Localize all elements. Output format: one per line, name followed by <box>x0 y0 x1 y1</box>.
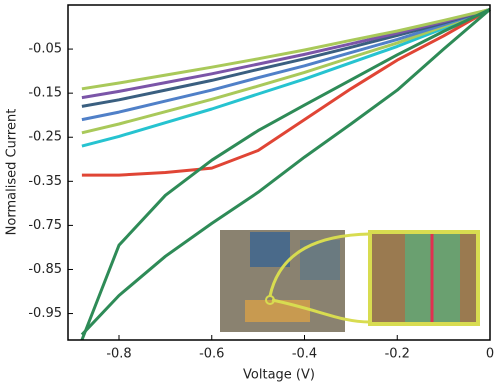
y-tick-label: -0.35 <box>28 174 62 189</box>
y-tick-label: -0.15 <box>28 86 62 101</box>
y-tick-label: -0.25 <box>28 130 62 145</box>
y-tick-label: -0.85 <box>28 262 62 277</box>
photo-detail <box>300 240 340 280</box>
x-tick-label: 0 <box>486 347 494 362</box>
series-line <box>81 7 491 122</box>
inset-photo <box>220 230 480 332</box>
series-line <box>81 7 491 108</box>
x-tick-label: -0.6 <box>199 347 224 362</box>
series-line <box>81 7 491 135</box>
series-line <box>80 8 491 336</box>
series-line <box>81 7 491 100</box>
zoom-connector <box>268 232 371 324</box>
plot-frame <box>67 4 491 341</box>
y-tick-label: -0.75 <box>28 218 62 233</box>
series-line <box>81 8 491 177</box>
x-tick-label: -0.4 <box>292 347 317 362</box>
x-tick-label: -0.2 <box>385 347 410 362</box>
y-axis-label: Normalised Current <box>5 109 20 236</box>
y-tick-label: -0.05 <box>28 42 62 57</box>
photo-detail <box>245 300 310 322</box>
photo-detail <box>250 232 290 267</box>
series-line <box>81 8 491 148</box>
x-axis-label: Voltage (V) <box>243 368 315 383</box>
series-line <box>81 7 491 91</box>
y-tick-label: -0.95 <box>28 306 62 321</box>
series-line <box>80 8 491 341</box>
x-tick-label: -0.8 <box>106 347 131 362</box>
